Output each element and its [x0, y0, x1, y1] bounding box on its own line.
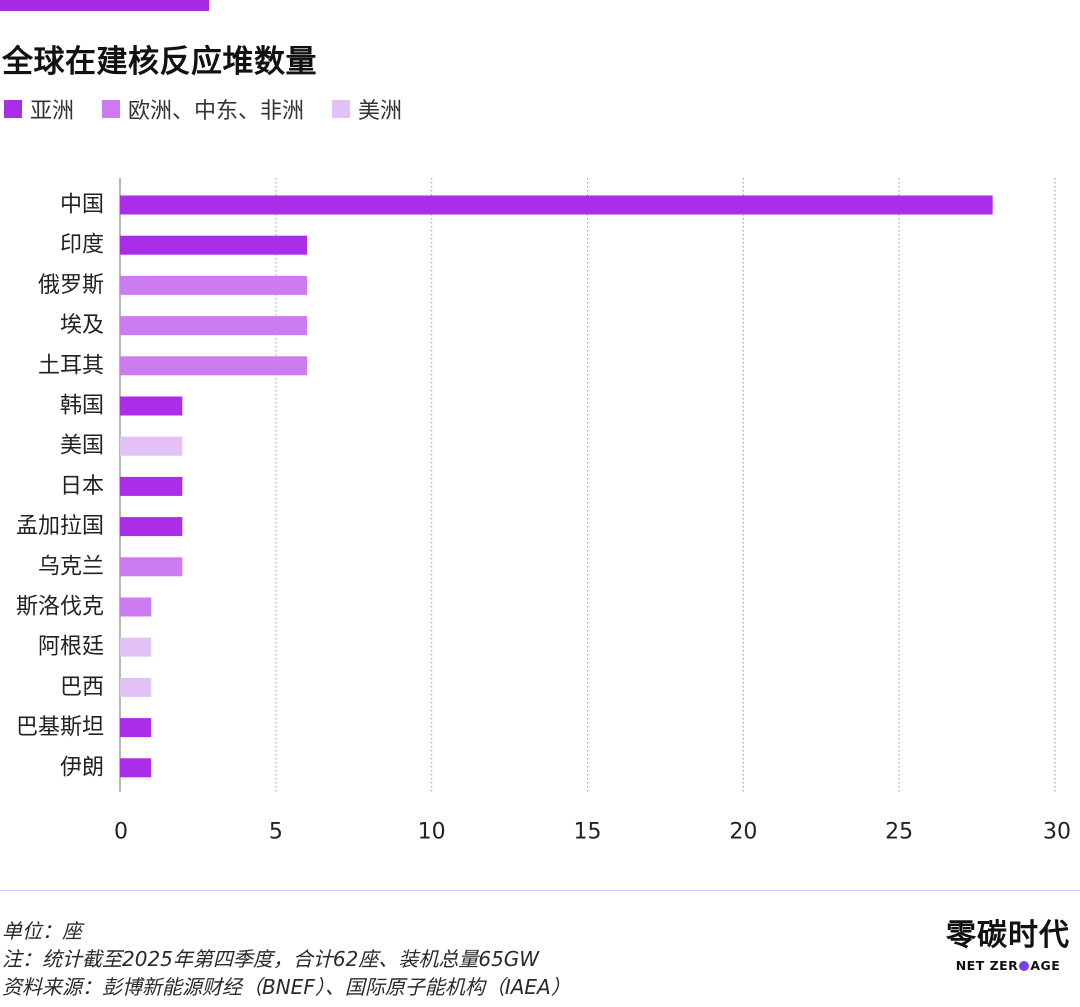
category-label-1: 印度 [60, 233, 104, 258]
unit-note: 单位：座 [2, 919, 82, 943]
legend-swatch-asia [4, 100, 22, 118]
bar-2 [120, 275, 307, 295]
bar-7 [120, 476, 183, 496]
chart-title: 全球在建核反应堆数量 [2, 44, 317, 80]
x-tick-label-10: 10 [418, 820, 446, 845]
legend-label-emea: 欧洲、中东、非洲 [128, 99, 305, 124]
x-tick-label-25: 25 [885, 820, 913, 845]
brand-name-en: NET ZER AGE [942, 958, 1074, 973]
bar-12 [120, 677, 152, 697]
legend-item-americas: 美洲 [332, 93, 402, 125]
bar-0 [120, 195, 993, 215]
brand-name-cn: 零碳时代 [946, 918, 1070, 953]
brand-name-en-left: NET ZER [955, 958, 1019, 973]
source-note: 资料来源：彭博新能源财经（BNEF）、国际原子能机构（IAEA） [2, 975, 571, 999]
category-label-3: 埃及 [60, 313, 104, 338]
x-tick-label-15: 15 [574, 820, 602, 845]
legend-label-americas: 美洲 [358, 99, 403, 124]
x-tick-label-30: 30 [1043, 820, 1071, 845]
bar-9 [120, 557, 183, 577]
brand-name-en-right: AGE [1030, 958, 1061, 973]
category-label-10: 斯洛伐克 [16, 595, 104, 620]
bar-layer [120, 195, 993, 778]
bar-13 [120, 718, 152, 738]
bar-6 [120, 436, 183, 456]
category-label-7: 日本 [60, 474, 104, 499]
x-tick-label-0: 0 [114, 820, 128, 845]
category-label-5: 韩国 [60, 394, 104, 419]
legend-label-asia: 亚洲 [30, 99, 75, 124]
category-label-0: 中国 [60, 193, 104, 218]
bar-8 [120, 517, 183, 537]
category-label-4: 土耳其 [38, 353, 104, 378]
bar-4 [120, 356, 307, 376]
category-label-2: 俄罗斯 [38, 273, 104, 298]
bar-10 [120, 597, 152, 617]
category-label-13: 巴基斯坦 [16, 715, 104, 740]
bar-11 [120, 637, 152, 657]
legend-item-emea: 欧洲、中东、非洲 [102, 93, 304, 125]
bar-1 [120, 235, 307, 255]
brand-dot-icon [1019, 960, 1030, 971]
footer-notes: 单位：座 注：统计截至2025年第四季度，合计62座、装机总量65GW 资料来源… [2, 917, 571, 1001]
bar-5 [120, 396, 183, 416]
bar-3 [120, 316, 307, 336]
category-label-14: 伊朗 [60, 755, 104, 780]
x-tick-label-20: 20 [729, 820, 757, 845]
legend-swatch-emea [102, 100, 121, 118]
legend-swatch-americas [332, 100, 351, 118]
category-label-9: 乌克兰 [38, 554, 104, 579]
category-label-11: 阿根廷 [38, 635, 104, 660]
x-tick-label-5: 5 [269, 820, 283, 845]
bar-chart: 中国印度俄罗斯埃及土耳其韩国美国日本孟加拉国乌克兰斯洛伐克阿根廷巴西巴基斯坦伊朗… [16, 178, 1071, 845]
bar-14 [120, 758, 152, 778]
chart-legend: 亚洲 欧洲、中东、非洲 美洲 [4, 94, 430, 124]
category-label-8: 孟加拉国 [16, 514, 104, 539]
stat-note: 注：统计截至2025年第四季度，合计62座、装机总量65GW [2, 947, 540, 971]
grid-layer [119, 178, 1056, 792]
footer-divider [0, 890, 1080, 891]
brand-logo: 零碳时代 NET ZER AGE [942, 918, 1074, 973]
category-label-6: 美国 [60, 434, 104, 459]
x-tick-layer: 0 5 10 15 20 25 30 [114, 820, 1071, 845]
category-label-12: 巴西 [60, 675, 104, 700]
legend-item-asia: 亚洲 [4, 93, 74, 125]
top-accent-bar [0, 0, 209, 11]
